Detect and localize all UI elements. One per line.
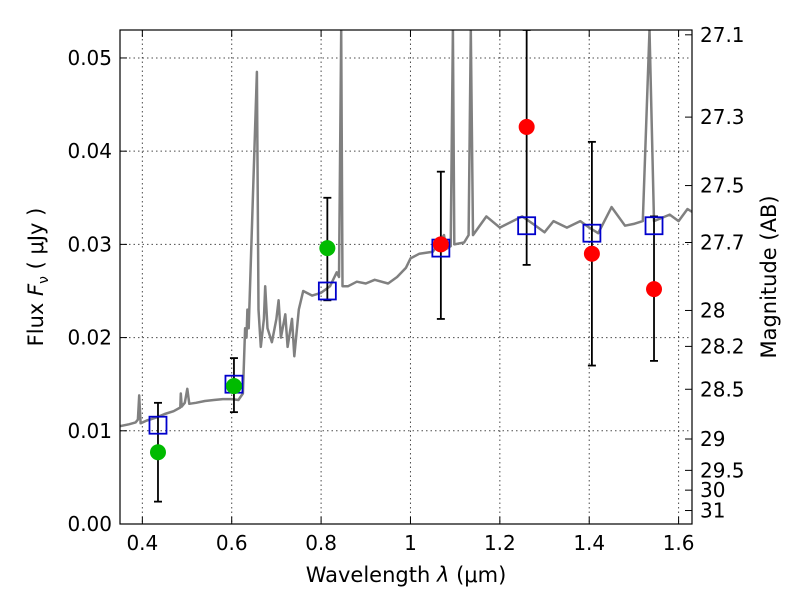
x-tick-label: 1.4 bbox=[573, 531, 605, 555]
y-tick-label: 0.02 bbox=[67, 326, 112, 350]
y2-tick-label: 31 bbox=[700, 499, 725, 523]
y2-tick-label: 27.5 bbox=[700, 174, 745, 198]
observed-photometry-point bbox=[432, 236, 449, 253]
x-tick-label: 1.2 bbox=[484, 531, 516, 555]
observed-photometry-point bbox=[583, 245, 600, 262]
observed-photometry-point bbox=[518, 118, 535, 135]
plot-area bbox=[120, 30, 692, 503]
model-photometry-square bbox=[582, 223, 602, 243]
x-tick-label: 0.4 bbox=[126, 531, 158, 555]
y2-tick-label: 27.1 bbox=[700, 23, 745, 47]
y-tick-label: 0.03 bbox=[67, 232, 112, 256]
y-tick-label: 0.01 bbox=[67, 419, 112, 443]
axis-ticks: 0.4 0.6 0.8 1 1.2 1.4 1.6 0.00 0.01 0.02 0.03 0.04 0… bbox=[67, 23, 744, 555]
model-photometry-square bbox=[517, 216, 537, 236]
x-axis-title: Wavelength λ (μm) bbox=[306, 563, 507, 587]
y2-axis-title: Magnitude (AB) bbox=[757, 195, 781, 358]
y-tick-label: 0.04 bbox=[67, 139, 112, 163]
grid-lines bbox=[120, 30, 692, 525]
y2-tick-label: 28.5 bbox=[700, 377, 745, 401]
y2-tick-label: 28 bbox=[700, 298, 725, 322]
y2-tick-label: 28.2 bbox=[700, 334, 745, 358]
x-tick-label: 0.6 bbox=[216, 531, 248, 555]
observed-photometry-point bbox=[225, 378, 242, 395]
model-photometry-square bbox=[148, 415, 168, 435]
model-photometry-square bbox=[317, 281, 337, 301]
observed-photometry-point bbox=[646, 281, 663, 298]
y2-tick-label: 27.7 bbox=[700, 231, 745, 255]
plot-frame bbox=[119, 29, 693, 525]
y-axis-title: Flux Fν ( μJy ) bbox=[24, 208, 52, 347]
observed-photometry-point bbox=[319, 240, 336, 257]
y2-tick-label: 29 bbox=[700, 427, 725, 451]
y2-tick-label: 29.5 bbox=[700, 458, 745, 482]
y2-tick-label: 27.3 bbox=[700, 105, 745, 129]
y-tick-label: 0.05 bbox=[67, 46, 112, 70]
x-tick-label: 0.8 bbox=[305, 531, 337, 555]
x-tick-label: 1 bbox=[404, 531, 417, 555]
y-tick-label: 0.00 bbox=[67, 512, 112, 536]
x-tick-label: 1.6 bbox=[663, 531, 695, 555]
observed-photometry-point bbox=[149, 444, 166, 461]
model-spectrum-line bbox=[120, 30, 692, 428]
y2-tick-label: 30 bbox=[700, 478, 725, 502]
model-photometry-square bbox=[644, 216, 664, 236]
